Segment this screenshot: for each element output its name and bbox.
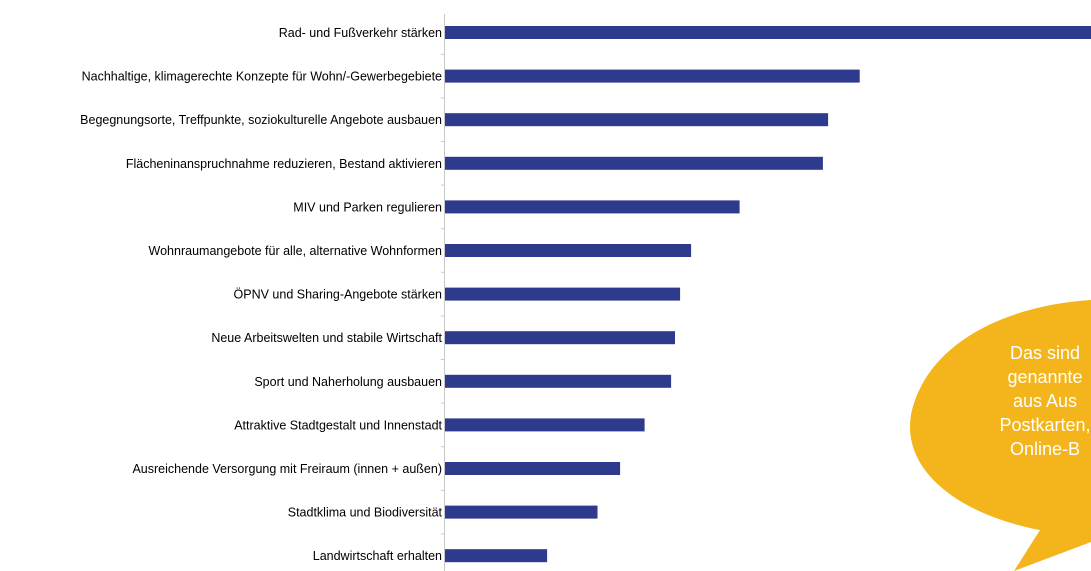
- bar: [445, 69, 860, 83]
- bar: [445, 418, 645, 432]
- callout-text-group: Das sind genannte aus Aus Postkarten, Online…: [999, 343, 1090, 459]
- category-label: Ausreichende Versorgung mit Freiraum (in…: [132, 462, 442, 476]
- callout-text-line: aus Aus: [1013, 391, 1077, 411]
- category-label: Landwirtschaft erhalten: [313, 549, 442, 563]
- category-label: Attraktive Stadtgestalt und Innenstadt: [234, 418, 442, 432]
- bar: [445, 287, 681, 301]
- category-label: Flächeninanspruchnahme reduzieren, Besta…: [126, 157, 442, 171]
- bar: [445, 200, 740, 214]
- callout-text-line: Postkarten,: [999, 415, 1090, 435]
- bar: [445, 374, 672, 388]
- callout-text-line: genannte: [1007, 367, 1082, 387]
- category-label: Begegnungsorte, Treffpunkte, soziokultur…: [80, 113, 442, 127]
- category-label: ÖPNV und Sharing-Angebote stärken: [234, 288, 443, 302]
- callout-bubble: Das sind genannte aus Aus Postkarten, Online…: [910, 300, 1091, 571]
- category-label: Rad- und Fußverkehr stärken: [279, 26, 442, 40]
- category-label: Stadtklima und Biodiversität: [288, 506, 443, 520]
- category-label: MIV und Parken regulieren: [293, 200, 442, 214]
- bar: [445, 26, 1091, 39]
- category-label: Wohnraumangebote für alle, alternative W…: [149, 244, 443, 258]
- speech-bubble-shape: [910, 300, 1091, 571]
- bar: [445, 244, 692, 257]
- category-labels-group: Rad- und Fußverkehr stärken Nachhaltige, …: [80, 26, 442, 563]
- category-label: Neue Arbeitswelten und stabile Wirtschaf…: [211, 331, 442, 345]
- bar: [445, 549, 548, 563]
- bar: [445, 505, 598, 519]
- callout-text-line: Online-B: [1010, 439, 1080, 459]
- bar: [445, 113, 829, 127]
- bar: [445, 156, 823, 170]
- category-label: Nachhaltige, klimagerechte Konzepte für …: [82, 70, 442, 84]
- category-label: Sport und Naherholung ausbauen: [254, 375, 442, 389]
- bar: [445, 331, 675, 345]
- callout-text-line: Das sind: [1010, 343, 1080, 363]
- bar: [445, 462, 621, 475]
- bars-group: [441, 26, 1091, 563]
